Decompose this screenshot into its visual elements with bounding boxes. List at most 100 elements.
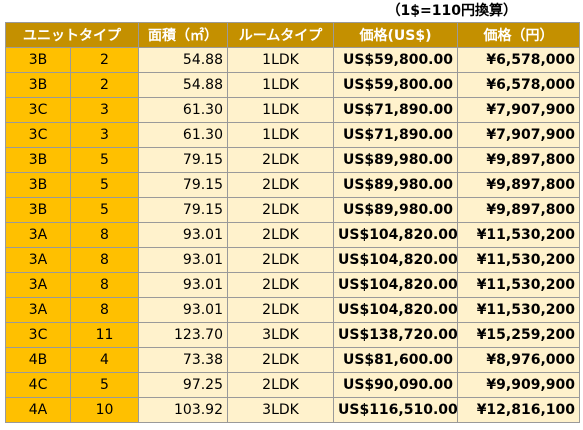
header-price-jpy: 価格（円）: [457, 22, 580, 48]
unit-number-cell: 5: [70, 197, 139, 223]
table-row: 3B 5 79.15 2LDK US$89,980.00 ¥9,897,800: [5, 197, 580, 223]
unit-type-cell: 3C: [5, 97, 71, 123]
price-usd-cell: US$138,720.00: [333, 322, 458, 348]
price-jpy-cell: ¥7,907,900: [457, 97, 580, 123]
table-row: 3C 3 61.30 1LDK US$71,890.00 ¥7,907,900: [5, 97, 580, 123]
price-usd-cell: US$71,890.00: [333, 122, 458, 148]
table-row: 4A 10 103.92 3LDK US$116,510.00 ¥12,816,100: [5, 397, 580, 423]
unit-number-cell: 5: [70, 372, 139, 398]
price-usd-cell: US$59,800.00: [333, 72, 458, 98]
table-row: 3A 8 93.01 2LDK US$104,820.00 ¥11,530,200: [5, 247, 580, 273]
unit-type-cell: 3B: [5, 72, 71, 98]
table-row: 3B 5 79.15 2LDK US$89,980.00 ¥9,897,800: [5, 172, 580, 198]
price-jpy-cell: ¥9,897,800: [457, 147, 580, 173]
header-room-type: ルームタイプ: [227, 22, 334, 48]
area-cell: 54.88: [138, 47, 228, 73]
area-cell: 73.38: [138, 347, 228, 373]
unit-number-cell: 2: [70, 47, 139, 73]
unit-number-cell: 10: [70, 397, 139, 423]
room-type-cell: 3LDK: [227, 397, 334, 423]
room-type-cell: 1LDK: [227, 97, 334, 123]
room-type-cell: 1LDK: [227, 122, 334, 148]
room-type-cell: 2LDK: [227, 272, 334, 298]
room-type-cell: 2LDK: [227, 347, 334, 373]
unit-type-cell: 3A: [5, 272, 71, 298]
unit-type-cell: 3B: [5, 197, 71, 223]
exchange-rate-note: （1$=110円換算）: [386, 3, 517, 19]
area-cell: 61.30: [138, 97, 228, 123]
room-type-cell: 2LDK: [227, 222, 334, 248]
table-body: 3B 2 54.88 1LDK US$59,800.00 ¥6,578,000 3B 2 54.…: [5, 47, 580, 423]
price-jpy-cell: ¥9,909,900: [457, 372, 580, 398]
price-jpy-cell: ¥11,530,200: [457, 272, 580, 298]
room-type-cell: 2LDK: [227, 197, 334, 223]
table-row: 3A 8 93.01 2LDK US$104,820.00 ¥11,530,200: [5, 272, 580, 298]
price-usd-cell: US$89,980.00: [333, 197, 458, 223]
price-usd-cell: US$116,510.00: [333, 397, 458, 423]
price-jpy-cell: ¥11,530,200: [457, 222, 580, 248]
table-row: 4C 5 97.25 2LDK US$90,090.00 ¥9,909,900: [5, 372, 580, 398]
price-jpy-cell: ¥6,578,000: [457, 72, 580, 98]
unit-type-cell: 3A: [5, 297, 71, 323]
area-cell: 79.15: [138, 197, 228, 223]
unit-number-cell: 3: [70, 97, 139, 123]
area-cell: 93.01: [138, 222, 228, 248]
room-type-cell: 2LDK: [227, 372, 334, 398]
unit-number-cell: 8: [70, 272, 139, 298]
header-row: ユニットタイプ 面積（㎡） ルームタイプ 価格(US$) 価格（円）: [5, 22, 580, 48]
area-cell: 123.70: [138, 322, 228, 348]
price-jpy-cell: ¥7,907,900: [457, 122, 580, 148]
table-row: 3B 2 54.88 1LDK US$59,800.00 ¥6,578,000: [5, 72, 580, 98]
price-usd-cell: US$59,800.00: [333, 47, 458, 73]
header-area: 面積（㎡）: [138, 22, 228, 48]
header-unit-type: ユニットタイプ: [5, 22, 139, 48]
price-usd-cell: US$90,090.00: [333, 372, 458, 398]
table-row: 3C 3 61.30 1LDK US$71,890.00 ¥7,907,900: [5, 122, 580, 148]
unit-number-cell: 4: [70, 347, 139, 373]
price-usd-cell: US$89,980.00: [333, 147, 458, 173]
area-cell: 93.01: [138, 247, 228, 273]
table-row: 3C 11 123.70 3LDK US$138,720.00 ¥15,259,200: [5, 322, 580, 348]
unit-number-cell: 3: [70, 122, 139, 148]
price-table: ユニットタイプ 面積（㎡） ルームタイプ 価格(US$) 価格（円） 3B 2 54…: [5, 22, 580, 423]
table-row: 3B 2 54.88 1LDK US$59,800.00 ¥6,578,000: [5, 47, 580, 73]
room-type-cell: 2LDK: [227, 247, 334, 273]
unit-number-cell: 5: [70, 172, 139, 198]
price-jpy-cell: ¥15,259,200: [457, 322, 580, 348]
unit-type-cell: 3B: [5, 147, 71, 173]
table-row: 3A 8 93.01 2LDK US$104,820.00 ¥11,530,200: [5, 222, 580, 248]
room-type-cell: 2LDK: [227, 297, 334, 323]
price-usd-cell: US$104,820.00: [333, 247, 458, 273]
price-usd-cell: US$104,820.00: [333, 272, 458, 298]
price-usd-cell: US$104,820.00: [333, 222, 458, 248]
unit-number-cell: 2: [70, 72, 139, 98]
room-type-cell: 3LDK: [227, 322, 334, 348]
unit-number-cell: 8: [70, 297, 139, 323]
table-row: 3A 8 93.01 2LDK US$104,820.00 ¥11,530,200: [5, 297, 580, 323]
price-usd-cell: US$104,820.00: [333, 297, 458, 323]
unit-type-cell: 4A: [5, 397, 71, 423]
area-cell: 79.15: [138, 172, 228, 198]
price-usd-cell: US$71,890.00: [333, 97, 458, 123]
price-jpy-cell: ¥9,897,800: [457, 172, 580, 198]
area-cell: 97.25: [138, 372, 228, 398]
unit-type-cell: 3A: [5, 222, 71, 248]
area-cell: 93.01: [138, 272, 228, 298]
price-jpy-cell: ¥11,530,200: [457, 247, 580, 273]
room-type-cell: 2LDK: [227, 172, 334, 198]
area-cell: 61.30: [138, 122, 228, 148]
unit-type-cell: 3A: [5, 247, 71, 273]
unit-type-cell: 4C: [5, 372, 71, 398]
unit-number-cell: 8: [70, 247, 139, 273]
unit-type-cell: 3C: [5, 122, 71, 148]
price-usd-cell: US$89,980.00: [333, 172, 458, 198]
table-row: 4B 4 73.38 2LDK US$81,600.00 ¥8,976,000: [5, 347, 580, 373]
price-usd-cell: US$81,600.00: [333, 347, 458, 373]
unit-type-cell: 4B: [5, 347, 71, 373]
price-jpy-cell: ¥11,530,200: [457, 297, 580, 323]
room-type-cell: 1LDK: [227, 47, 334, 73]
header-price-usd: 価格(US$): [333, 22, 458, 48]
price-jpy-cell: ¥9,897,800: [457, 197, 580, 223]
area-cell: 79.15: [138, 147, 228, 173]
room-type-cell: 1LDK: [227, 72, 334, 98]
